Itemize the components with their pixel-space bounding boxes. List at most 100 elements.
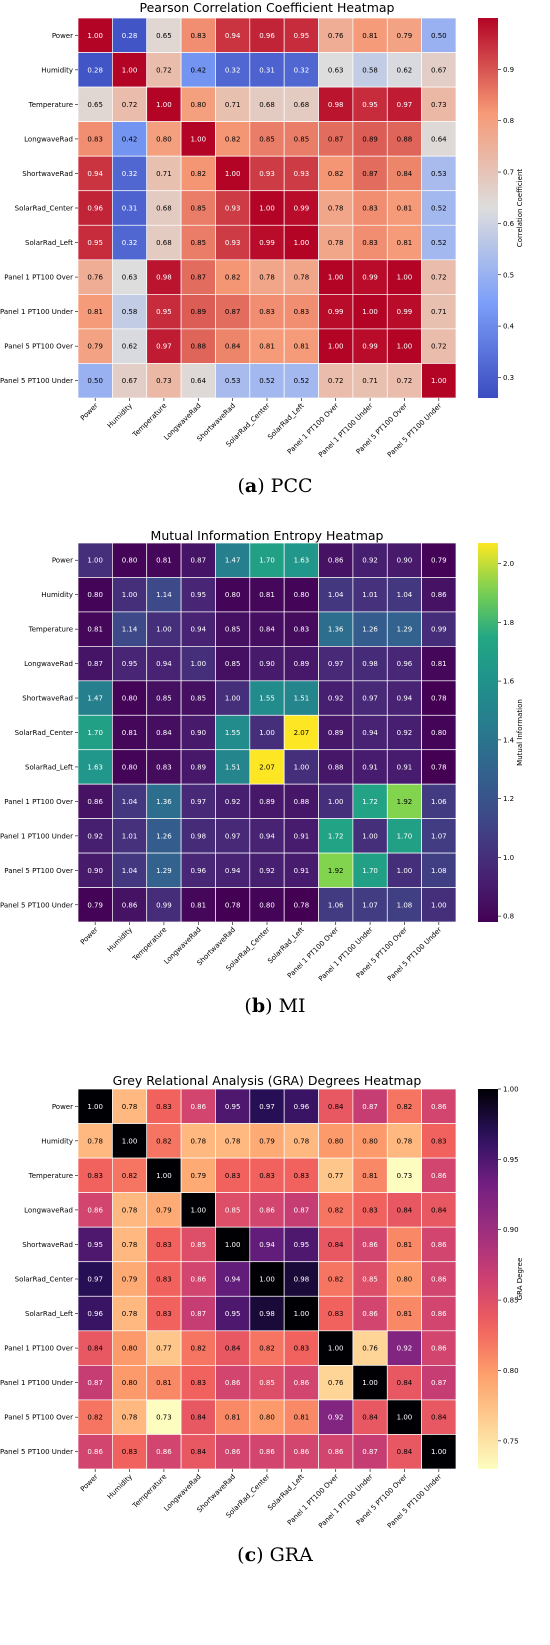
heatmap-cell bbox=[318, 577, 354, 613]
cell-value-label: 0.86 bbox=[156, 1448, 172, 1456]
cell-value-label: 1.70 bbox=[87, 729, 103, 737]
colorbar-tick-label: 0.9 bbox=[503, 66, 514, 74]
y-tick-label: SolarRad_Left bbox=[25, 1310, 73, 1318]
cell-value-label: 0.82 bbox=[87, 1414, 103, 1422]
cell-value-label: 0.97 bbox=[259, 1103, 275, 1111]
cell-value-label: 1.00 bbox=[156, 626, 172, 634]
y-tick-label: Panel 1 PT100 Over bbox=[4, 274, 73, 282]
heatmap-cell bbox=[112, 1399, 148, 1435]
heatmap-cell bbox=[112, 1226, 148, 1263]
heatmap-cell bbox=[215, 86, 251, 122]
heatmap-cell bbox=[386, 224, 422, 261]
cell-value-label: 0.89 bbox=[190, 763, 206, 771]
heatmap-cell bbox=[180, 611, 216, 647]
cell-value-label: 1.01 bbox=[122, 832, 138, 840]
cell-value-label: 0.98 bbox=[328, 101, 344, 109]
heatmap-cell bbox=[249, 259, 285, 295]
cell-value-label: 0.99 bbox=[259, 239, 275, 247]
heatmap-title: Mutual Information Entropy Heatmap bbox=[151, 528, 384, 543]
x-tick-label: Temperature bbox=[131, 402, 169, 440]
cell-value-label: 0.78 bbox=[431, 695, 447, 703]
cell-value-label: 1.51 bbox=[225, 763, 241, 771]
heatmap-cell bbox=[352, 1399, 388, 1435]
y-tick-label: SolarRad_Left bbox=[25, 239, 73, 247]
cell-value-label: 0.81 bbox=[225, 1414, 241, 1422]
cell-value-label: 0.99 bbox=[156, 901, 172, 909]
cell-value-label: 0.81 bbox=[431, 660, 447, 668]
cell-value-label: 0.89 bbox=[362, 135, 378, 143]
heatmap-cell bbox=[146, 1261, 182, 1297]
heatmap-cell bbox=[352, 155, 388, 192]
cell-value-label: 0.87 bbox=[294, 1206, 310, 1214]
cell-value-label: 0.86 bbox=[294, 1448, 310, 1456]
cell-value-label: 0.80 bbox=[328, 1137, 344, 1145]
heatmap-cell bbox=[421, 328, 457, 364]
cell-value-label: 0.94 bbox=[156, 660, 172, 668]
cell-value-label: 0.78 bbox=[122, 1414, 138, 1422]
heatmap-cell bbox=[421, 887, 457, 923]
cell-value-label: 0.80 bbox=[259, 901, 275, 909]
heatmap-cell bbox=[421, 783, 457, 819]
heatmap-cell bbox=[112, 783, 148, 819]
cell-value-label: 0.98 bbox=[362, 660, 378, 668]
cell-value-label: 0.65 bbox=[87, 101, 103, 109]
heatmap-cell bbox=[180, 1365, 216, 1401]
cell-value-label: 0.63 bbox=[122, 274, 138, 282]
cell-value-label: 0.87 bbox=[87, 1379, 103, 1387]
heatmap-cell bbox=[249, 1365, 285, 1401]
heatmap-cell bbox=[180, 887, 216, 923]
cell-value-label: 1.00 bbox=[294, 1310, 310, 1318]
x-tick-label: Power bbox=[79, 402, 100, 423]
y-tick-label: Humidity bbox=[41, 591, 73, 599]
panel-caption: (a) PCC bbox=[237, 475, 312, 497]
cell-value-label: 0.81 bbox=[190, 901, 206, 909]
heatmap-cell bbox=[283, 1157, 319, 1193]
cell-value-label: 0.80 bbox=[156, 135, 172, 143]
heatmap-cell bbox=[421, 1295, 457, 1332]
cell-value-label: 0.97 bbox=[190, 798, 206, 806]
cell-value-label: 0.83 bbox=[362, 1206, 378, 1214]
cell-value-label: 1.00 bbox=[122, 1137, 138, 1145]
cell-value-label: 0.72 bbox=[122, 101, 138, 109]
cell-value-label: 0.85 bbox=[225, 626, 241, 634]
cell-value-label: 0.83 bbox=[294, 308, 310, 316]
heatmap-cell bbox=[112, 818, 148, 854]
cell-value-label: 0.78 bbox=[294, 1137, 310, 1145]
cell-value-label: 0.80 bbox=[397, 1276, 413, 1284]
cell-value-label: 0.78 bbox=[225, 1137, 241, 1145]
heatmap-cell bbox=[112, 680, 148, 716]
y-tick-label: Panel 5 PT100 Under bbox=[0, 901, 73, 909]
cell-value-label: 1.00 bbox=[294, 239, 310, 247]
heatmap-cell bbox=[318, 224, 354, 261]
cell-value-label: 0.52 bbox=[294, 377, 310, 385]
heatmap-cell bbox=[386, 1365, 422, 1401]
cell-value-label: 0.99 bbox=[362, 274, 378, 282]
heatmap-cell bbox=[249, 363, 285, 399]
heatmap-cell bbox=[146, 1365, 182, 1401]
cell-value-label: 0.78 bbox=[122, 1310, 138, 1318]
cell-value-label: 1.70 bbox=[362, 867, 378, 875]
cell-value-label: 0.80 bbox=[362, 1137, 378, 1145]
heatmap-cell bbox=[215, 1295, 251, 1332]
heatmap-cell bbox=[386, 680, 422, 716]
cell-value-label: 0.89 bbox=[294, 660, 310, 668]
y-tick-label: Panel 5 PT100 Over bbox=[4, 867, 73, 875]
cell-value-label: 0.84 bbox=[225, 343, 241, 351]
cell-value-label: 0.84 bbox=[362, 1414, 378, 1422]
heatmap-cell bbox=[318, 363, 354, 399]
heatmap-cell bbox=[421, 1157, 457, 1193]
cell-value-label: 0.95 bbox=[156, 308, 172, 316]
cell-value-label: 0.98 bbox=[294, 1276, 310, 1284]
cell-value-label: 0.81 bbox=[87, 308, 103, 316]
cell-value-label: 1.00 bbox=[397, 1414, 413, 1422]
cell-value-label: 1.00 bbox=[362, 1379, 378, 1387]
cell-value-label: 0.84 bbox=[328, 1103, 344, 1111]
heatmap-cell bbox=[386, 1088, 422, 1124]
heatmap-cell bbox=[352, 1157, 388, 1193]
heatmap-cell bbox=[352, 852, 388, 888]
y-tick-label: SolarRad_Left bbox=[25, 763, 73, 771]
heatmap-cell bbox=[386, 155, 422, 192]
heatmap-cell bbox=[421, 749, 457, 785]
cell-value-label: 0.84 bbox=[87, 1345, 103, 1353]
cell-value-label: 0.81 bbox=[122, 729, 138, 737]
